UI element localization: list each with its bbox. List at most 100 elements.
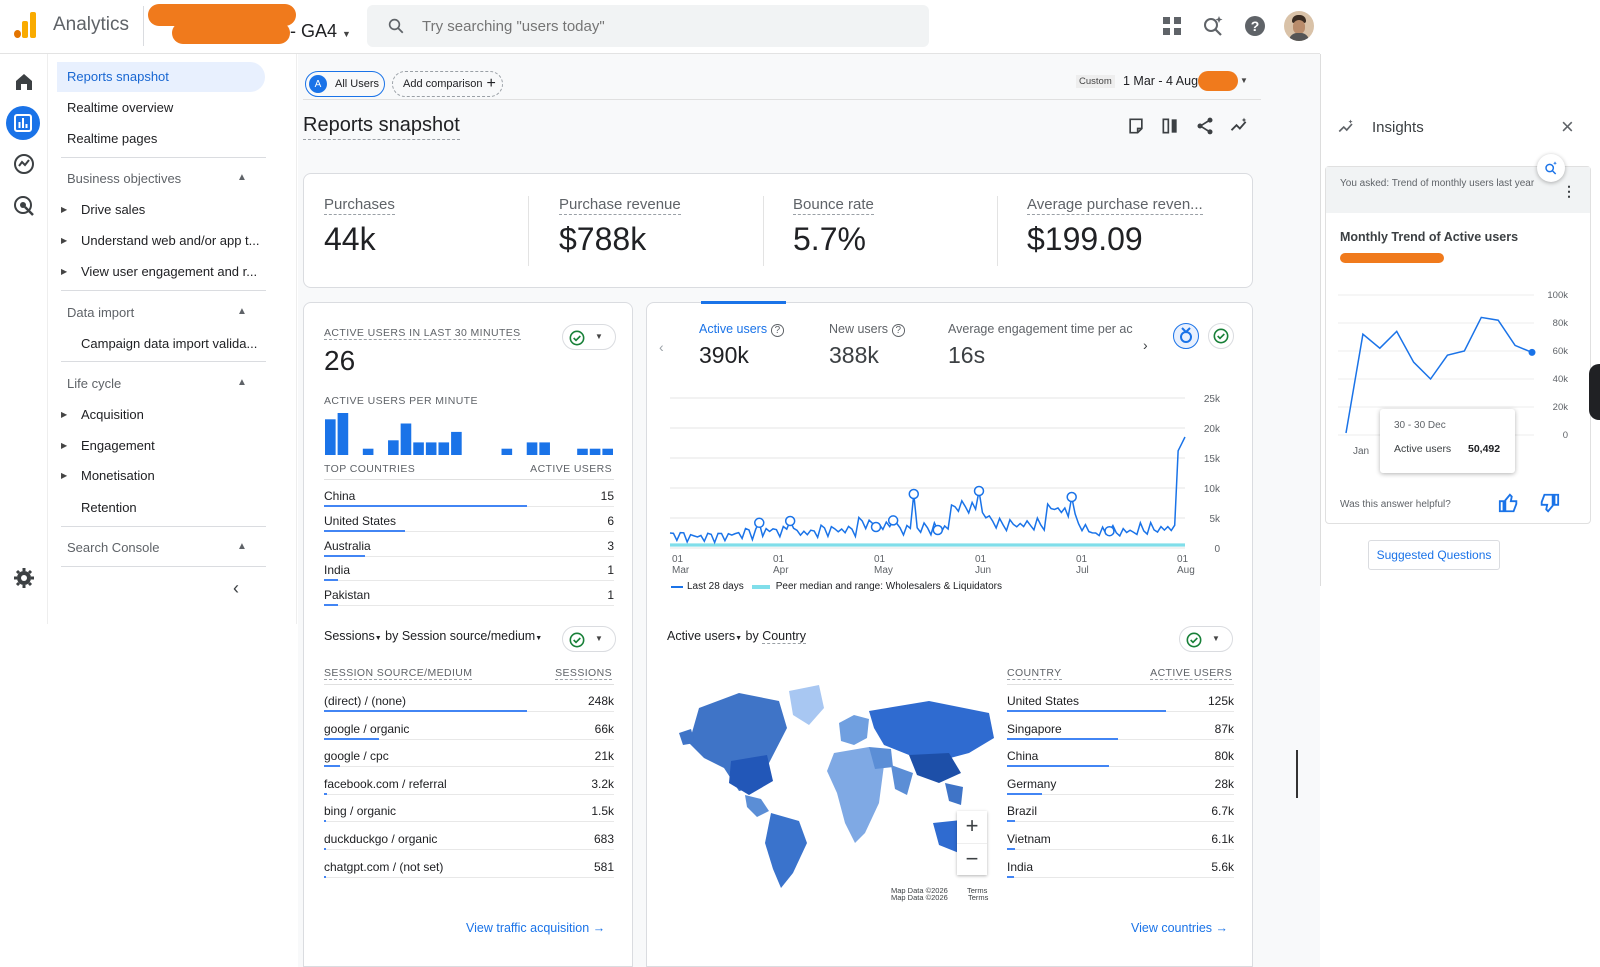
kpi-bounce-rate[interactable]: Bounce rate 5.7% [793, 196, 874, 258]
highlight-point[interactable] [1528, 348, 1536, 356]
tab-avg-engagement[interactable]: Average engagement time per ac 16s [948, 322, 1133, 369]
table-row[interactable]: China 15 [324, 489, 614, 513]
side-handle[interactable] [1589, 364, 1600, 420]
nav-monetisation[interactable]: Monetisation [81, 468, 155, 483]
chevron-up-icon[interactable]: ▲ [237, 377, 247, 388]
annotation-marker[interactable] [784, 515, 796, 527]
table-row[interactable]: Germany 28k [1007, 777, 1234, 801]
reports-icon[interactable] [6, 106, 40, 140]
view-traffic-acquisition-link[interactable]: View traffic acquisition → [466, 921, 605, 935]
annotation-marker[interactable] [1104, 525, 1115, 537]
data-quality-toggle[interactable]: ▼ [562, 324, 616, 350]
next-chevron-icon[interactable]: › [1143, 337, 1148, 353]
world-map[interactable]: Map Data ©2026 Terms [669, 683, 1001, 898]
annotation-marker[interactable] [887, 515, 899, 526]
expand-arrow-icon[interactable]: ▶ [61, 471, 68, 480]
chevron-up-icon[interactable]: ▲ [237, 541, 247, 552]
explore-icon[interactable] [12, 152, 36, 176]
annotation-marker[interactable] [932, 524, 944, 536]
chevron-up-icon[interactable]: ▲ [237, 306, 247, 317]
nav-user-engagement[interactable]: View user engagement and r... [81, 264, 258, 279]
table-row[interactable]: Vietnam 6.1k [1007, 832, 1234, 856]
map-terms-link[interactable]: Terms [968, 893, 989, 902]
tab-active-users[interactable]: Active users ? 390k [699, 322, 785, 369]
table-row[interactable]: (direct) / (none) 248k [324, 694, 614, 718]
prev-chevron-icon[interactable]: ‹ [659, 339, 664, 355]
kpi-avg-purchase-revenue[interactable]: Average purchase reven... $199.09 [1027, 196, 1203, 258]
tab-new-users[interactable]: New users ? 388k [829, 322, 906, 369]
nav-acquisition[interactable]: Acquisition [81, 407, 144, 422]
data-quality-toggle[interactable] [1208, 323, 1234, 349]
search-bar[interactable] [367, 5, 929, 47]
data-quality-toggle[interactable]: ▼ [1179, 626, 1233, 652]
thumbs-down-icon[interactable] [1538, 492, 1560, 514]
nav-section-life-cycle[interactable]: Life cycle [67, 376, 122, 391]
more-options-icon[interactable]: ⋮ [1562, 183, 1576, 199]
search-insights-icon[interactable] [1201, 14, 1225, 38]
metric-selector[interactable]: Active users [667, 629, 736, 643]
insights-trend-icon[interactable] [1229, 116, 1249, 136]
nav-realtime-overview[interactable]: Realtime overview [67, 100, 174, 115]
add-comparison-button[interactable]: Add comparison + [392, 71, 503, 97]
expand-arrow-icon[interactable]: ▶ [61, 441, 68, 450]
active-users-line-chart[interactable]: 25k20k15k10k5k001Mar01Apr01May01Jun01Jul… [665, 391, 1255, 581]
nav-realtime-pages[interactable]: Realtime pages [67, 131, 158, 146]
nav-section-business-objectives[interactable]: Business objectives [67, 171, 182, 186]
home-icon[interactable] [12, 70, 36, 94]
kpi-purchase-revenue[interactable]: Purchase revenue $788k [559, 196, 681, 258]
nav-retention[interactable]: Retention [81, 500, 137, 515]
table-row[interactable]: google / organic 66k [324, 722, 614, 746]
table-row[interactable]: google / cpc 21k [324, 749, 614, 773]
advertising-icon[interactable] [12, 194, 36, 218]
zoom-in-button[interactable]: + [965, 813, 979, 838]
apps-grid-icon[interactable] [1160, 14, 1184, 38]
table-row[interactable]: Pakistan 1 [324, 588, 614, 612]
search-input[interactable] [422, 5, 902, 47]
annotation-marker[interactable] [973, 485, 985, 497]
expand-arrow-icon[interactable]: ▶ [61, 410, 68, 419]
edit-report-icon[interactable] [1126, 116, 1146, 136]
table-row[interactable]: United States 125k [1007, 694, 1234, 718]
compare-icon[interactable] [1160, 116, 1180, 136]
dimension-selector[interactable]: by Session source/medium [385, 629, 536, 643]
table-row[interactable]: Singapore 87k [1007, 722, 1234, 746]
thumbs-up-icon[interactable] [1498, 492, 1520, 514]
table-row[interactable]: duckduckgo / organic 683 [324, 832, 614, 856]
suggested-questions-button[interactable]: Suggested Questions [1368, 540, 1500, 570]
settings-gear-icon[interactable] [12, 566, 36, 590]
nav-section-search-console[interactable]: Search Console [67, 540, 160, 555]
table-row[interactable]: India 1 [324, 563, 614, 587]
metric-selector[interactable]: Sessions [324, 629, 375, 643]
table-row[interactable]: China 80k [1007, 749, 1234, 773]
close-icon[interactable]: × [1561, 114, 1574, 139]
collapse-nav-icon[interactable]: ‹ [233, 578, 239, 598]
chevron-up-icon[interactable]: ▲ [237, 172, 247, 183]
caret-down-icon[interactable]: ▼ [1240, 76, 1248, 85]
ask-insights-button[interactable] [1537, 154, 1565, 182]
monthly-trend-chart[interactable]: 100k 80k 60k 40k 20k 0 [1336, 289, 1586, 454]
segment-chip-all-users[interactable]: A All Users [305, 71, 385, 97]
table-row[interactable]: India 5.6k [1007, 860, 1234, 884]
table-row[interactable]: Brazil 6.7k [1007, 804, 1234, 828]
view-countries-link[interactable]: View countries → [1131, 921, 1228, 935]
table-row[interactable]: Australia 3 [324, 539, 614, 563]
table-row[interactable]: facebook.com / referral 3.2k [324, 777, 614, 801]
expand-arrow-icon[interactable]: ▶ [61, 236, 68, 245]
share-icon[interactable] [1195, 116, 1215, 136]
kpi-purchases[interactable]: Purchases 44k [324, 196, 395, 258]
benchmark-icon[interactable] [1173, 323, 1199, 349]
nav-campaign-data-import[interactable]: Campaign data import valida... [81, 336, 258, 351]
expand-arrow-icon[interactable]: ▶ [61, 205, 68, 214]
table-row[interactable]: chatgpt.com / (not set) 581 [324, 860, 614, 884]
nav-engagement[interactable]: Engagement [81, 438, 155, 453]
help-icon[interactable]: ? [1243, 14, 1267, 38]
scroll-indicator[interactable] [1296, 750, 1298, 798]
zoom-out-button[interactable]: − [957, 843, 987, 875]
table-row[interactable]: United States 6 [324, 514, 614, 538]
nav-reports-snapshot[interactable]: Reports snapshot [67, 69, 169, 84]
nav-drive-sales[interactable]: Drive sales [81, 202, 146, 217]
annotation-marker[interactable] [870, 521, 882, 533]
expand-arrow-icon[interactable]: ▶ [61, 267, 68, 276]
property-selector[interactable]: - GA4 ▼ [290, 21, 351, 42]
nav-section-data-import[interactable]: Data import [67, 305, 135, 320]
